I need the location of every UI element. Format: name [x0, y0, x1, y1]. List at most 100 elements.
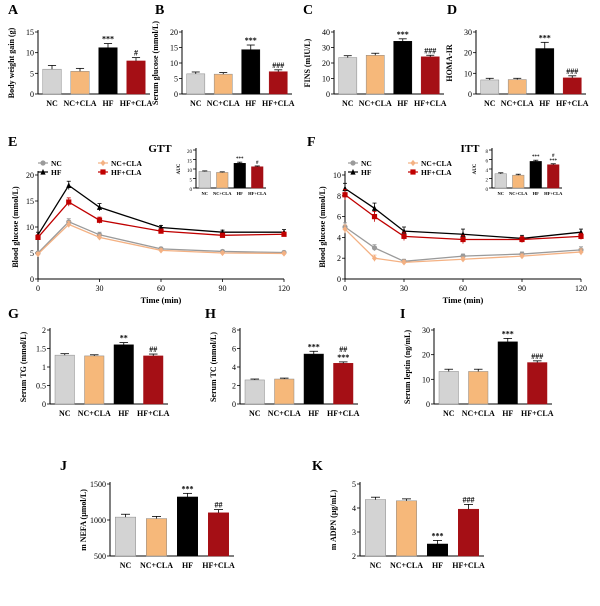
- significance-label: ***: [337, 353, 349, 362]
- x-tick-label: HF: [182, 561, 193, 570]
- panel-B: B 0 5 10 15 20 Serum glucose (mmol/L) NC NC+CLA *…: [151, 3, 295, 108]
- y-tick-label: 1500: [90, 480, 106, 489]
- y-tick-label: 40: [322, 28, 330, 37]
- data-point: [342, 192, 348, 198]
- data-point: [66, 182, 72, 188]
- significance-label: ***: [532, 155, 540, 160]
- data-point: [519, 236, 525, 243]
- data-point: [281, 231, 287, 237]
- data-point: [35, 250, 41, 258]
- x-tick-label: HF+CLA: [414, 99, 447, 108]
- legend-label: HF: [51, 168, 62, 177]
- x-tick-label: NC+CLA: [140, 561, 173, 570]
- panel-D: D 0 10 20 30 HOMA-IR NC NC+CLA *** HF ### HF+CLA: [445, 3, 589, 108]
- y-tick-label: 15: [26, 28, 34, 37]
- x-tick-label: HF+CLA: [137, 409, 170, 418]
- data-point: [350, 168, 356, 175]
- data-point: [519, 253, 525, 260]
- significance-label: ***: [550, 159, 558, 164]
- series-line: [37, 223, 285, 255]
- x-tick-label: NC: [249, 409, 261, 418]
- bar: [512, 174, 525, 189]
- data-point: [578, 233, 584, 239]
- x-axis-label: Time (min): [443, 295, 484, 305]
- bar: [233, 163, 246, 189]
- bar: [494, 173, 507, 189]
- y-axis-label: AUC: [473, 163, 478, 174]
- bar: [208, 512, 229, 557]
- y-axis-label: Blood glucose (mmol/L): [318, 186, 327, 268]
- data-point: [371, 205, 378, 211]
- y-tick-label: 5: [174, 75, 178, 84]
- panel-C: C 0 10 20 30 40 FINS (mIU/L) NC NC+CLA *** HF ### HF…: [303, 3, 447, 108]
- series-line: [37, 201, 285, 238]
- bar: [497, 341, 518, 405]
- y-axis-label: FINS (mIU/L): [303, 38, 312, 87]
- x-tick-label: 0: [36, 284, 40, 293]
- x-tick-label: HF: [102, 99, 113, 108]
- bar: [126, 60, 146, 95]
- x-tick-label: NC: [190, 99, 202, 108]
- bar: [427, 543, 448, 557]
- bar: [98, 47, 118, 95]
- panel-K: K 2 3 4 5 m ADPN (μg/mL) NC NC+CLA *** HF ### HF+CL…: [312, 459, 485, 570]
- bar: [365, 499, 386, 557]
- x-tick-label: NC+CLA: [268, 409, 301, 418]
- bar: [146, 518, 167, 557]
- significance-label: ***: [432, 531, 444, 540]
- panel-letter: A: [8, 3, 19, 18]
- data-point: [281, 250, 287, 257]
- significance-label: **: [120, 334, 128, 343]
- bar: [458, 508, 479, 557]
- y-axis-label: Serum TC (mmol/L): [209, 332, 218, 402]
- y-tick-label: 10: [26, 49, 34, 58]
- x-tick-label: HF: [245, 99, 256, 108]
- data-point: [371, 245, 378, 251]
- y-tick-label: 0: [30, 275, 34, 284]
- y-axis-label: AUC: [177, 163, 182, 174]
- series-line: [37, 221, 285, 254]
- legend-label: NC: [51, 159, 62, 168]
- x-tick-label: 60: [459, 284, 467, 293]
- bar: [244, 379, 265, 405]
- significance-label: ###: [531, 352, 543, 361]
- data-point: [35, 234, 41, 240]
- x-tick-label: NC+CLA: [213, 191, 232, 196]
- y-axis-label: Body weight gain (g): [7, 27, 16, 98]
- bar: [70, 71, 90, 95]
- y-tick-label: 0: [468, 90, 472, 99]
- bar: [562, 77, 582, 95]
- data-point: [158, 247, 164, 254]
- significance-label: ###: [424, 46, 436, 55]
- significance-label: ##: [339, 345, 347, 354]
- y-tick-label: 3: [352, 528, 356, 537]
- bar: [42, 68, 62, 95]
- x-tick-label: 60: [157, 284, 165, 293]
- y-tick-label: 5: [30, 69, 34, 78]
- significance-label: ***: [245, 36, 257, 45]
- x-tick-label: NC: [443, 409, 455, 418]
- x-tick-label: NC+CLA: [78, 409, 111, 418]
- bar: [338, 57, 358, 95]
- panel-letter: C: [303, 3, 313, 18]
- x-tick-label: NC: [120, 561, 132, 570]
- x-tick-label: 90: [219, 284, 227, 293]
- y-tick-label: 10: [464, 69, 472, 78]
- x-tick-label: NC: [202, 191, 209, 196]
- x-tick-label: HF: [533, 191, 540, 196]
- x-tick-label: HF: [432, 561, 443, 570]
- y-tick-label: 0: [190, 188, 193, 193]
- chart-title: GTT: [148, 143, 172, 155]
- bar: [547, 164, 560, 189]
- data-point: [100, 169, 106, 175]
- data-point: [401, 233, 407, 239]
- data-point: [342, 225, 348, 233]
- data-point: [219, 232, 226, 238]
- x-tick-label: NC: [498, 191, 505, 196]
- series-line: [344, 226, 582, 262]
- y-tick-label: 0.5: [36, 382, 46, 391]
- panel-E: E GTT 0 5 10 15 20 0 30 60 90 120 Time (min) Blood gl…: [8, 135, 290, 305]
- data-point: [66, 221, 72, 228]
- y-tick-label: 2: [42, 326, 46, 335]
